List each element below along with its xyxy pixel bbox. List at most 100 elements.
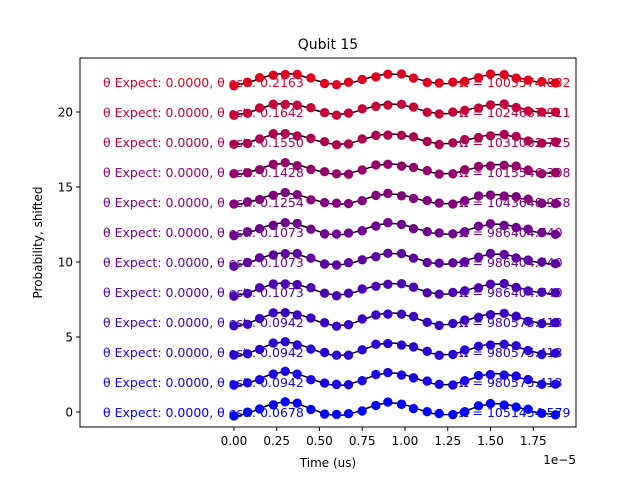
data-point	[448, 409, 458, 420]
data-point	[511, 282, 521, 293]
data-point	[499, 278, 509, 289]
data-point	[229, 321, 239, 331]
data-point	[485, 219, 496, 229]
data-point	[292, 218, 302, 229]
x-axis-offset-label: 1e−5	[543, 453, 576, 467]
theta-annotation: θ Expect: 0.0000, θ est.: 0.0942	[103, 345, 304, 360]
data-point	[523, 194, 533, 204]
data-point	[448, 349, 458, 360]
data-point	[396, 279, 407, 289]
data-point	[537, 257, 547, 267]
data-point	[306, 133, 316, 144]
data-point	[268, 400, 278, 410]
data-point	[242, 378, 253, 388]
data-point	[499, 160, 509, 171]
data-point	[408, 253, 419, 263]
data-point	[448, 138, 458, 148]
data-point	[460, 376, 470, 386]
x-tick-label: 0.50	[306, 434, 333, 448]
data-point	[331, 291, 342, 301]
data-point	[268, 190, 278, 200]
plot-frame	[79, 57, 577, 428]
data-point	[343, 409, 354, 419]
data-point	[396, 130, 407, 141]
data-point	[292, 340, 302, 350]
data-point	[280, 158, 290, 168]
data-point	[229, 199, 239, 209]
data-point	[371, 160, 381, 170]
data-point	[422, 288, 432, 298]
data-point	[254, 253, 265, 263]
data-point	[319, 167, 330, 177]
data-point	[254, 344, 265, 355]
data-point	[268, 338, 278, 348]
data-point	[331, 229, 342, 239]
data-point	[280, 217, 290, 228]
data-point	[499, 220, 509, 231]
data-point	[499, 400, 509, 410]
data-point	[371, 72, 381, 82]
data-point	[523, 136, 533, 146]
omega-annotation: Ω = 986404.740	[459, 255, 563, 270]
data-point	[280, 248, 290, 259]
series-2	[229, 337, 561, 360]
data-point	[357, 226, 367, 236]
data-point	[434, 379, 444, 390]
theta-annotation: θ Expect: 0.0000, θ est.: 0.0678	[103, 405, 304, 420]
data-point	[292, 131, 302, 141]
data-point	[280, 308, 290, 318]
theta-annotation: θ Expect: 0.0000, θ est.: 0.0942	[103, 315, 304, 330]
data-point	[268, 70, 278, 80]
data-point	[229, 350, 239, 360]
data-point	[396, 248, 407, 259]
data-point	[523, 404, 533, 414]
theta-annotation: θ Expect: 0.0000, θ est.: 0.1073	[103, 285, 304, 300]
data-point	[331, 140, 342, 150]
data-point	[343, 139, 354, 149]
data-point	[319, 229, 330, 239]
data-point	[343, 228, 354, 238]
data-point	[254, 223, 265, 234]
data-point	[229, 81, 239, 91]
data-point	[268, 308, 278, 318]
data-point	[473, 161, 484, 172]
omega-annotation: Ω = 1024687.911	[459, 105, 570, 120]
data-point	[460, 406, 470, 417]
data-point	[268, 279, 278, 289]
data-point	[460, 105, 470, 116]
data-point	[254, 134, 265, 144]
omega-annotation: Ω = 1015546.308	[459, 165, 571, 180]
data-point	[511, 402, 521, 412]
data-point	[499, 99, 509, 109]
data-point	[242, 257, 253, 268]
data-point	[523, 374, 533, 385]
data-point	[537, 138, 547, 148]
data-point	[473, 312, 484, 323]
data-point	[242, 319, 253, 329]
data-point	[460, 286, 470, 296]
data-point	[343, 77, 354, 87]
data-point	[383, 69, 393, 79]
plot-area: θ Expect: 0.0000, θ est.: 0.0678 Ω = 1051…	[103, 69, 571, 421]
data-point	[511, 222, 521, 233]
data-point	[473, 221, 484, 231]
data-point	[343, 288, 354, 298]
data-point	[408, 342, 419, 352]
data-point	[280, 128, 290, 139]
data-point	[523, 165, 533, 175]
data-point	[306, 374, 316, 385]
data-point	[292, 100, 302, 110]
data-point	[550, 167, 561, 178]
omega-annotation: Ω = 980575.413	[459, 375, 563, 390]
data-point	[319, 78, 330, 89]
y-tick-label: 10	[58, 256, 73, 270]
data-point	[396, 161, 407, 171]
data-point	[292, 189, 302, 200]
data-point	[550, 137, 561, 147]
data-point	[511, 102, 521, 113]
data-point	[319, 378, 330, 388]
data-point	[550, 317, 561, 328]
data-point	[383, 188, 393, 199]
data-point	[280, 366, 290, 376]
data-point	[408, 373, 419, 383]
